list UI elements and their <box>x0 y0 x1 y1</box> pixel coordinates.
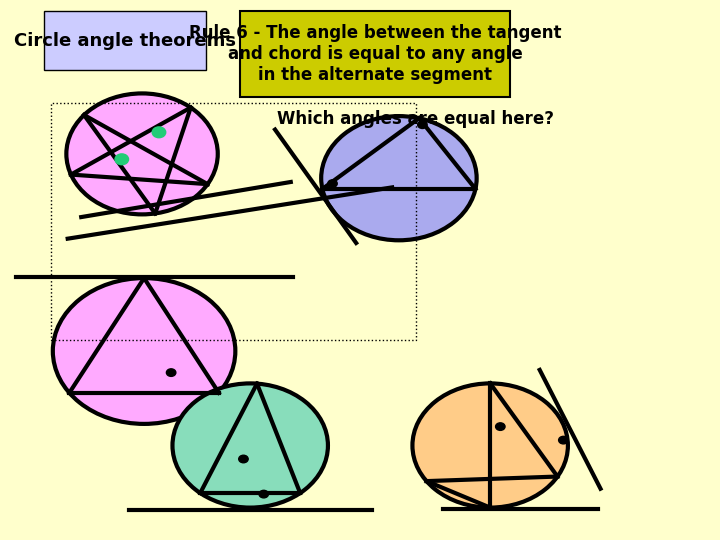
Bar <box>51 103 416 340</box>
FancyBboxPatch shape <box>240 11 510 97</box>
Circle shape <box>259 490 269 498</box>
Text: Rule 6 - The angle between the tangent
and chord is equal to any angle
in the al: Rule 6 - The angle between the tangent a… <box>189 24 562 84</box>
Text: Which angles are equal here?: Which angles are equal here? <box>277 110 554 128</box>
Circle shape <box>328 180 337 187</box>
Circle shape <box>166 369 176 376</box>
Circle shape <box>559 436 568 444</box>
Circle shape <box>66 93 217 214</box>
Circle shape <box>173 383 328 508</box>
FancyBboxPatch shape <box>44 11 206 70</box>
Circle shape <box>152 127 166 138</box>
Circle shape <box>115 154 129 165</box>
Circle shape <box>321 116 477 240</box>
Circle shape <box>239 455 248 463</box>
Circle shape <box>413 383 568 508</box>
Circle shape <box>418 121 427 129</box>
Circle shape <box>495 423 505 430</box>
Text: Circle angle theorems: Circle angle theorems <box>14 31 236 50</box>
Circle shape <box>53 278 235 424</box>
